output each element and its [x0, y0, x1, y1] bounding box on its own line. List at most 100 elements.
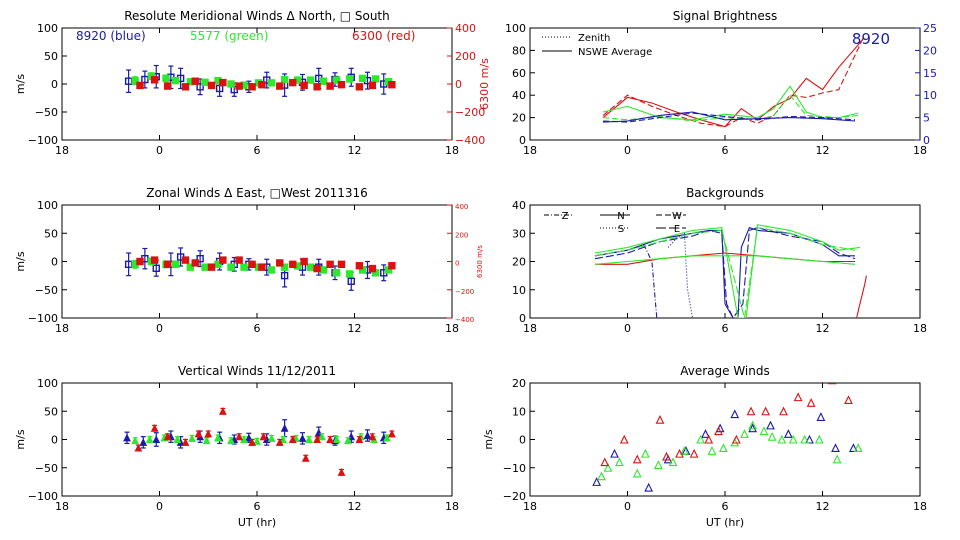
- data-point: [276, 82, 284, 90]
- data-layer: [602, 37, 864, 128]
- series-line: [594, 255, 856, 265]
- data-point: [163, 432, 172, 441]
- chart-annotation: 8920: [852, 30, 890, 48]
- y-tick-label: 0: [51, 78, 58, 91]
- y-tick-label: 0: [519, 134, 526, 147]
- data-point: [235, 82, 243, 90]
- data-point: [345, 270, 354, 278]
- x-tick-label: 12: [816, 144, 830, 157]
- data-point: [301, 453, 310, 462]
- data-point: [280, 423, 289, 432]
- legend-entry: NSWE Average: [578, 47, 652, 58]
- x-tick-label: 6: [722, 322, 729, 335]
- data-point: [188, 434, 196, 442]
- x-tick-label: 18: [55, 144, 69, 157]
- data-point: [207, 263, 216, 271]
- data-point: [718, 443, 728, 453]
- x-tick-label: 18: [55, 500, 69, 513]
- data-point: [368, 432, 377, 441]
- data-point: [675, 448, 684, 458]
- data-point: [248, 83, 256, 91]
- data-point: [355, 262, 364, 270]
- x-axis-label: UT (hr): [706, 516, 744, 529]
- x-tick-label: 18: [523, 500, 537, 513]
- series-line: [595, 252, 855, 265]
- y-tick-label: −20: [503, 490, 526, 503]
- data-point: [318, 432, 326, 441]
- y-tick-label: 0: [519, 434, 526, 447]
- data-layer: [124, 247, 396, 291]
- data-point: [326, 82, 334, 90]
- data-point: [253, 436, 261, 445]
- data-point: [704, 434, 714, 444]
- data-point: [150, 256, 159, 264]
- data-point: [783, 429, 793, 438]
- x-tick-label: 12: [348, 144, 362, 157]
- data-point: [592, 477, 602, 486]
- x-tick-label: 18: [445, 500, 459, 513]
- y-tick-label: 20: [512, 256, 526, 269]
- data-point: [145, 435, 154, 444]
- data-point: [181, 83, 190, 91]
- y-right-tick-label: 25: [923, 22, 937, 35]
- series-line: [603, 111, 856, 123]
- data-point: [139, 438, 148, 446]
- data-point: [289, 260, 297, 269]
- data-point: [679, 446, 689, 455]
- y-right-tick-label: 5: [923, 112, 930, 125]
- data-point: [344, 436, 352, 445]
- data-point: [806, 398, 816, 407]
- series-line: [667, 232, 694, 318]
- x-tick-label: 18: [55, 322, 69, 335]
- data-point: [258, 263, 266, 271]
- data-point: [767, 431, 777, 441]
- data-point: [196, 83, 204, 91]
- data-point: [227, 436, 235, 445]
- chart-root: Resolute Meridional Winds Δ North, □ Sou…: [14, 9, 937, 529]
- data-point: [388, 262, 396, 270]
- y-tick-label: −100: [28, 312, 58, 325]
- chart-title: Signal Brightness: [673, 9, 778, 23]
- data-point: [319, 266, 328, 274]
- data-point: [131, 436, 140, 445]
- data-layer: [594, 224, 867, 318]
- y-tick-label: 50: [44, 405, 58, 418]
- data-point: [701, 429, 710, 438]
- data-point: [793, 392, 803, 402]
- data-point: [707, 446, 717, 455]
- y-tick-label: 10: [512, 405, 526, 418]
- y-tick-label: −100: [28, 490, 58, 503]
- y-right-tick-label: 400: [455, 22, 476, 35]
- data-point: [332, 76, 341, 84]
- y-right-tick-label: −400: [455, 316, 474, 324]
- data-point: [653, 460, 663, 469]
- data-point: [280, 263, 289, 271]
- y-right-tick-label: −400: [455, 134, 485, 147]
- data-point: [332, 269, 341, 277]
- x-tick-label: 18: [523, 322, 537, 335]
- data-point: [603, 463, 613, 472]
- y-tick-label: −50: [35, 284, 58, 297]
- data-point: [204, 429, 213, 438]
- data-point: [267, 434, 276, 442]
- data-point: [832, 454, 842, 464]
- x-tick-label: 0: [624, 144, 631, 157]
- series-line: [594, 224, 860, 318]
- data-point: [326, 260, 334, 269]
- y-tick-label: 80: [512, 44, 526, 57]
- data-point: [150, 76, 159, 84]
- data-point: [240, 263, 248, 271]
- data-point: [655, 414, 665, 424]
- y-right-tick-label: 20: [923, 44, 937, 57]
- series-line: [856, 275, 867, 318]
- x-tick-label: 6: [254, 322, 261, 335]
- data-point: [280, 271, 289, 280]
- data-point: [368, 81, 377, 90]
- data-point: [597, 471, 606, 481]
- chart-title: Vertical Winds 11/12/2011: [178, 364, 336, 378]
- data-point: [610, 448, 619, 458]
- data-point: [831, 443, 840, 453]
- data-point: [337, 260, 346, 269]
